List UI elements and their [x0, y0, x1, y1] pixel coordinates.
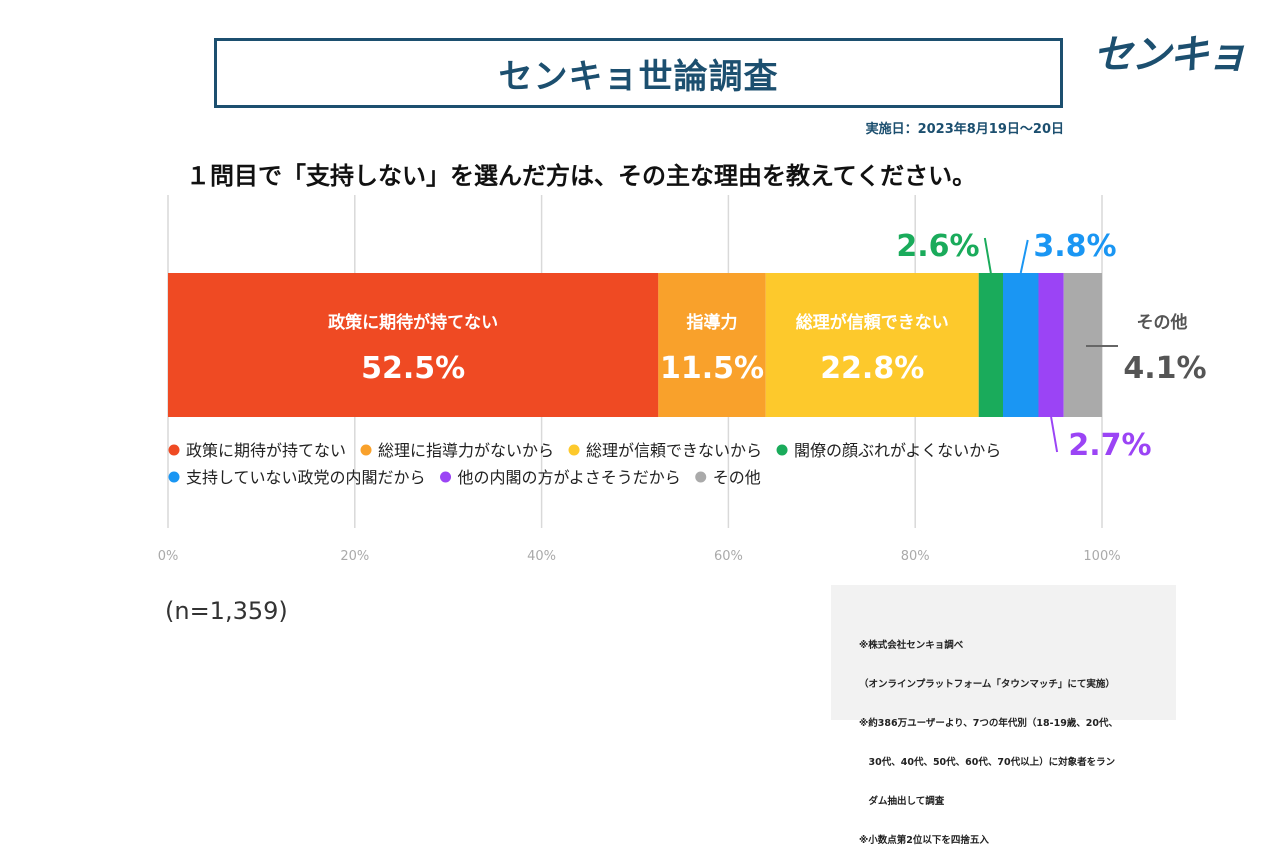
note-line: （オンラインプラットフォーム「タウンマッチ」にて実施）	[859, 679, 1115, 690]
note-line: ※約386万ユーザーより、7つの年代別（18-19歳、20代、	[859, 718, 1119, 729]
bar-segment	[765, 273, 979, 417]
segment-value-label: 11.5%	[660, 351, 764, 386]
legend-marker	[360, 444, 372, 456]
segment-value-label: 4.1%	[1123, 351, 1206, 386]
brand-logo: センキョ	[1093, 32, 1247, 78]
x-tick-label: 40%	[527, 549, 556, 564]
bar-segment	[658, 273, 766, 417]
segment-value-label: 22.8%	[820, 351, 924, 386]
bar-segment	[168, 273, 659, 417]
survey-date: 実施日：2023年8月19日〜20日	[865, 122, 1064, 137]
question-text: １問目で「支持しない」を選んだ方は、その主な理由を教えてください。	[186, 162, 977, 190]
leader-line	[1050, 416, 1059, 453]
x-tick-label: 80%	[901, 549, 930, 564]
stacked-bar-chart: 0% 20% 40% 60% 80% 100% 政策に期待が持てない 52.5% 指導力 11.5…	[158, 195, 1207, 564]
segment-category-label: 指導力	[687, 312, 738, 333]
legend-marker	[168, 471, 180, 483]
legend-marker	[776, 444, 788, 456]
bar-segment	[1038, 273, 1064, 417]
legend-label: 総理が信頼できないから	[586, 441, 762, 460]
note-line: ※小数点第2位以下を四捨五入	[859, 835, 989, 846]
segment-value-label: 3.8%	[1033, 229, 1116, 264]
legend-label: その他	[713, 468, 761, 487]
note-line: ※株式会社センキョ調べ	[859, 640, 964, 651]
x-tick-label: 60%	[714, 549, 743, 564]
segment-value-label: 2.6%	[896, 229, 979, 264]
sample-size: (n=1,359)	[165, 597, 288, 625]
segment-value-label: 2.7%	[1068, 428, 1151, 463]
x-tick-label: 100%	[1083, 549, 1120, 564]
page-title: センキョ世論調査	[498, 56, 779, 97]
legend-marker	[168, 444, 180, 456]
bar-segment	[978, 273, 1003, 417]
legend-label: 総理に指導力がないから	[378, 441, 554, 460]
legend-label: 政策に期待が持てない	[186, 441, 346, 460]
bar-segment	[1002, 273, 1039, 417]
legend-label: 閣僚の顔ぶれがよくないから	[794, 441, 1001, 460]
note-line: 30代、40代、50代、60代、70代以上）に対象者をラン	[859, 757, 1116, 768]
segment-category-label: その他	[1137, 312, 1188, 333]
x-tick-label: 20%	[340, 549, 369, 564]
legend-marker	[440, 471, 452, 483]
legend-label: 支持していない政党の内閣だから	[186, 468, 426, 487]
legend-marker	[568, 444, 580, 456]
segment-category-label: 総理が信頼できない	[796, 312, 949, 333]
title-box: センキョ世論調査	[214, 38, 1063, 108]
x-tick-label: 0%	[158, 549, 179, 564]
note-line: ダム抽出して調査	[859, 796, 945, 807]
notes-box: ※株式会社センキョ調べ （オンラインプラットフォーム「タウンマッチ」にて実施） …	[831, 585, 1176, 846]
leader-line	[1019, 239, 1029, 274]
segment-category-label: 政策に期待が持てない	[328, 312, 498, 333]
legend-marker	[695, 471, 707, 483]
segment-value-label: 52.5%	[361, 351, 465, 386]
leader-line	[983, 237, 992, 274]
legend-label: 他の内閣の方がよさそうだから	[458, 468, 681, 487]
